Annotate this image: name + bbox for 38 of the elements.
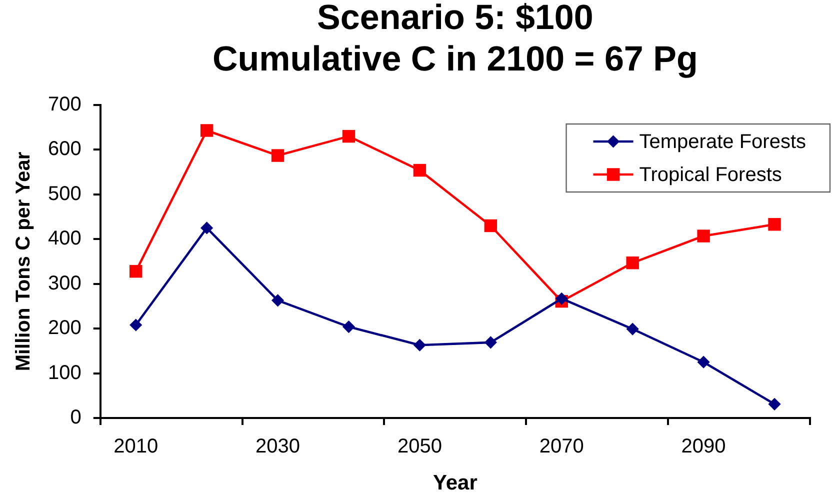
y-tick-label: 100 bbox=[48, 362, 82, 384]
point bbox=[271, 294, 284, 307]
point bbox=[768, 398, 781, 410]
y-tick-label: 600 bbox=[48, 138, 82, 160]
point bbox=[129, 264, 142, 278]
y-tick-label: 200 bbox=[48, 317, 82, 340]
point bbox=[342, 320, 356, 334]
point bbox=[626, 322, 639, 336]
x-tick-label: 2050 bbox=[397, 436, 442, 458]
x-tick-label: 2030 bbox=[256, 436, 300, 458]
y-tick-label: 700 bbox=[48, 94, 82, 116]
x-tick-label: 2070 bbox=[539, 436, 584, 458]
point bbox=[484, 336, 497, 349]
point bbox=[626, 256, 639, 270]
point bbox=[413, 164, 426, 177]
chart-title: Scenario 5: $100 bbox=[317, 0, 594, 37]
chart-subtitle: Cumulative C in 2100 = 67 Pg bbox=[212, 39, 698, 78]
point bbox=[200, 124, 214, 137]
point bbox=[130, 318, 142, 332]
y-axis-title: Million Tons C per Year bbox=[12, 152, 35, 372]
point bbox=[697, 230, 710, 242]
legend-label: Tropical Forests bbox=[639, 164, 782, 186]
y-tick-label: 300 bbox=[48, 272, 82, 294]
point bbox=[697, 356, 710, 368]
point bbox=[555, 292, 568, 305]
point bbox=[484, 219, 498, 232]
point bbox=[271, 149, 284, 162]
x-tick-label: 2090 bbox=[681, 436, 726, 458]
legend-label: Temperate Forests bbox=[639, 131, 806, 154]
point bbox=[768, 218, 781, 231]
point bbox=[342, 130, 356, 143]
y-tick-label: 0 bbox=[70, 406, 82, 429]
y-tick-label: 500 bbox=[48, 182, 82, 205]
point bbox=[413, 338, 426, 352]
point bbox=[200, 222, 214, 234]
y-tick-label: 400 bbox=[48, 228, 82, 250]
x-tick-label: 2010 bbox=[114, 436, 158, 458]
x-axis-title: Year bbox=[432, 471, 478, 494]
